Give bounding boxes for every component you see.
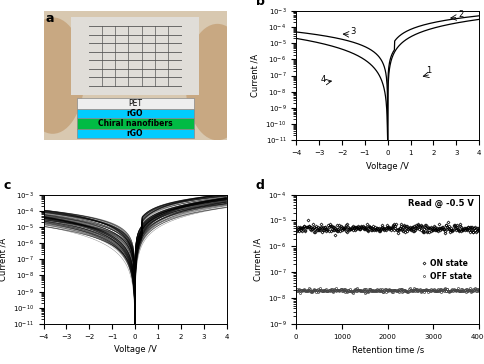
ON state <box>476 227 482 231</box>
Y-axis label: Current /A: Current /A <box>0 238 7 281</box>
Text: 2: 2 <box>458 10 464 19</box>
ON state <box>392 224 398 229</box>
OFF state <box>350 290 356 295</box>
OFF state <box>392 288 397 293</box>
Text: d: d <box>256 179 265 192</box>
ON state <box>475 228 481 232</box>
Text: 3: 3 <box>350 27 356 36</box>
Text: rGO: rGO <box>127 128 143 138</box>
Text: 4: 4 <box>321 75 326 84</box>
Bar <box>76 128 194 138</box>
Text: PET: PET <box>128 99 142 108</box>
OFF state <box>378 289 384 293</box>
OFF state <box>475 288 481 292</box>
Text: rGO: rGO <box>127 108 143 118</box>
Line: OFF state: OFF state <box>296 287 480 294</box>
Text: a: a <box>45 12 54 25</box>
ON state <box>343 229 349 233</box>
ON state <box>294 228 300 232</box>
Text: 1: 1 <box>426 66 431 75</box>
OFF state <box>402 289 408 293</box>
Bar <box>76 108 194 118</box>
Ellipse shape <box>185 24 249 140</box>
ON state <box>403 230 408 234</box>
OFF state <box>294 287 300 292</box>
Text: Read @ -0.5 V: Read @ -0.5 V <box>408 198 474 207</box>
Line: ON state: ON state <box>296 219 480 236</box>
X-axis label: Voltage /V: Voltage /V <box>114 345 156 354</box>
ON state <box>469 228 475 232</box>
OFF state <box>469 288 475 293</box>
Y-axis label: Current /A: Current /A <box>254 238 263 281</box>
Text: Chiral nanofibers: Chiral nanofibers <box>98 119 172 128</box>
Legend: ON state, OFF state: ON state, OFF state <box>418 256 475 284</box>
ON state <box>379 223 385 228</box>
X-axis label: Voltage /V: Voltage /V <box>366 162 409 171</box>
X-axis label: Retention time /s: Retention time /s <box>351 345 424 354</box>
ON state <box>304 218 310 223</box>
OFF state <box>476 288 482 293</box>
Text: c: c <box>3 179 11 192</box>
Text: b: b <box>256 0 265 8</box>
ON state <box>333 233 338 237</box>
Ellipse shape <box>21 17 85 134</box>
OFF state <box>407 286 413 290</box>
Y-axis label: Current /A: Current /A <box>251 54 260 97</box>
Bar <box>76 118 194 128</box>
OFF state <box>342 287 348 291</box>
Bar <box>76 98 194 108</box>
Bar <box>71 17 199 95</box>
